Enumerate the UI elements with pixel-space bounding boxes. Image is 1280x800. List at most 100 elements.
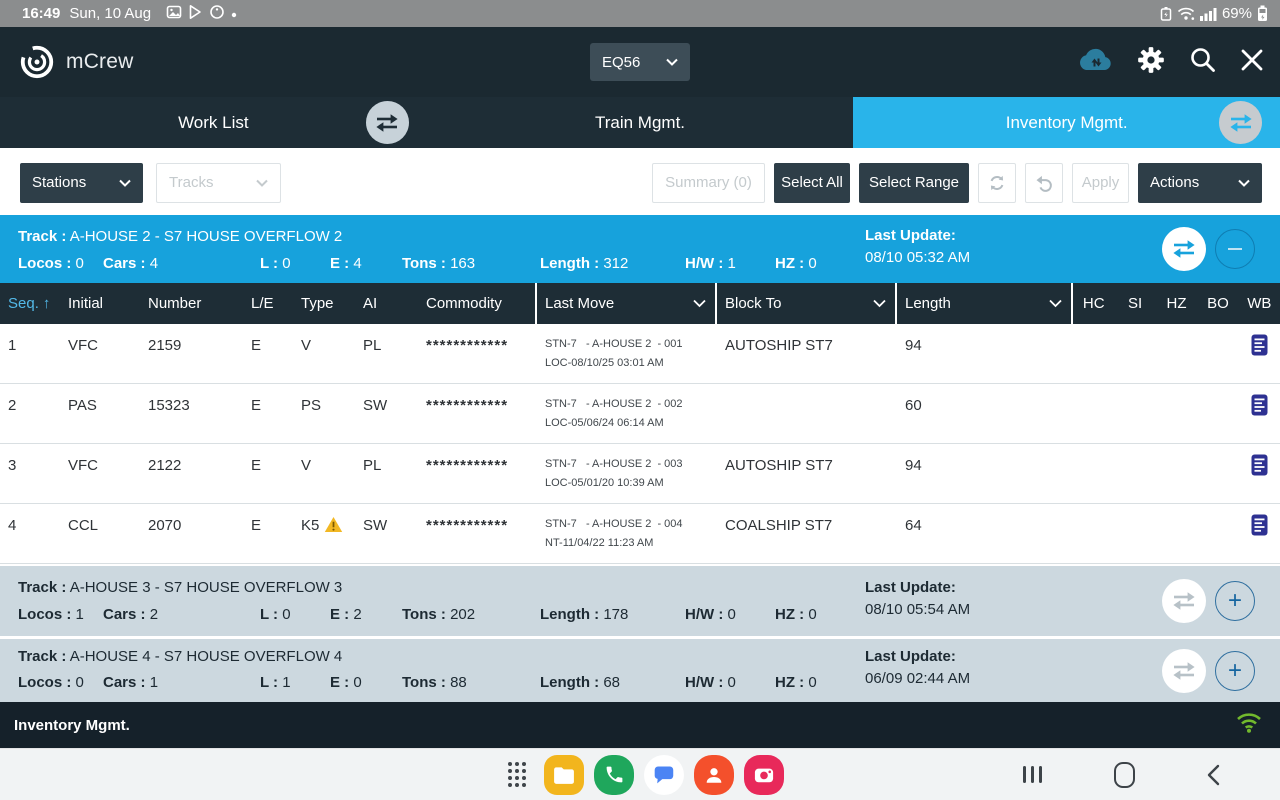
waybill-document-icon[interactable] [1251, 514, 1268, 563]
search-icon[interactable] [1189, 46, 1216, 78]
cell-number: 2070 [148, 517, 182, 534]
column-header-commodity[interactable]: Commodity [426, 295, 502, 312]
chevron-down-icon [666, 58, 678, 66]
inventory-swap-icon[interactable] [1219, 101, 1263, 144]
column-header-initial[interactable]: Initial [68, 295, 104, 312]
column-header-last-move-dropdown[interactable]: Last Move [535, 283, 715, 324]
waybill-document-icon[interactable] [1251, 454, 1268, 503]
column-header-number[interactable]: Number [148, 295, 202, 312]
last-update-label: Last Update: [865, 648, 956, 665]
phone-app-icon[interactable] [594, 754, 634, 795]
camera-app-icon[interactable] [744, 754, 784, 795]
column-header-block-to-dropdown[interactable]: Block To [715, 283, 895, 324]
back-button[interactable] [1207, 764, 1220, 786]
alarm-notification-icon [209, 4, 225, 24]
hz-value: 0 [808, 255, 817, 272]
track-label: Track : [18, 228, 67, 245]
column-header-le[interactable]: L/E [251, 295, 274, 312]
column-header-hz[interactable]: HZ [1166, 295, 1187, 312]
column-header-si[interactable]: SI [1128, 295, 1143, 312]
table-row[interactable]: 4 CCL 2070 E K5 SW ************ STN-7 - … [0, 504, 1280, 564]
android-nav-bar [0, 748, 1280, 800]
cell-last-move: STN-7 - A-HOUSE 2 - 002 LOC-05/06/24 06:1… [545, 398, 683, 429]
tons-value: 202 [450, 606, 476, 623]
apply-button[interactable]: Apply [1072, 162, 1129, 203]
tab-work-list[interactable]: Work List [0, 97, 427, 148]
table-row[interactable]: 1 VFC 2159 E V PL ************ STN-7 - A… [0, 324, 1280, 384]
cell-initial: PAS [68, 397, 97, 414]
hw-value: 1 [727, 255, 736, 272]
cell-flags [1071, 444, 1280, 503]
section-swap-button[interactable] [1162, 227, 1206, 271]
cell-length: 94 [905, 457, 922, 474]
equipment-selector-dropdown[interactable]: EQ56 [590, 43, 690, 81]
column-header-wb[interactable]: WB [1247, 295, 1272, 312]
android-status-bar: 16:49 Sun, 10 Aug 69% [0, 0, 1280, 27]
select-range-button[interactable]: Select Range [859, 162, 969, 203]
track-section-header[interactable]: Track : A-HOUSE 4 - S7 HOUSE OVERFLOW 4 … [0, 639, 1280, 702]
table-row[interactable]: 3 VFC 2122 E V PL ************ STN-7 - A… [0, 444, 1280, 504]
cell-initial: CCL [68, 517, 99, 534]
tab-inventory-mgmt[interactable]: Inventory Mgmt. [853, 97, 1280, 148]
table-row[interactable]: 2 PAS 15323 E PS SW ************ STN-7 -… [0, 384, 1280, 444]
cell-le: E [251, 517, 262, 534]
track-section-header[interactable]: Track : A-HOUSE 3 - S7 HOUSE OVERFLOW 3 … [0, 566, 1280, 636]
inventory-table-header: Seq. ↑ Initial Number L/E Type AI Commodi… [0, 283, 1280, 324]
battery-saver-icon [1160, 6, 1172, 22]
hw-value: 0 [727, 674, 736, 691]
e-value: 2 [353, 606, 362, 623]
contacts-app-icon[interactable] [694, 754, 734, 795]
status-wifi-icon [1177, 6, 1195, 21]
actions-dropdown[interactable]: Actions [1138, 162, 1262, 203]
track-label: Track : [18, 579, 67, 596]
undo-button[interactable] [1025, 162, 1063, 203]
expand-section-button[interactable]: + [1215, 581, 1255, 621]
plus-icon: + [1227, 587, 1242, 614]
track-label: Track : [18, 648, 67, 665]
cell-le: E [251, 337, 262, 354]
section-swap-button[interactable] [1162, 649, 1206, 693]
stations-dropdown[interactable]: Stations [20, 162, 143, 203]
tab-train-mgmt[interactable]: Train Mgmt. [426, 97, 854, 148]
settings-gear-icon[interactable] [1137, 46, 1165, 79]
column-header-hc[interactable]: HC [1082, 295, 1105, 312]
screenshot-notification-icon [166, 4, 182, 24]
section-swap-button[interactable] [1162, 579, 1206, 623]
chevron-down-icon [693, 299, 706, 308]
cell-ai: PL [363, 457, 382, 474]
status-battery-icon [1257, 5, 1268, 22]
column-header-bo[interactable]: BO [1207, 295, 1229, 312]
messages-app-icon[interactable] [644, 754, 684, 795]
home-button[interactable] [1114, 761, 1135, 788]
tracks-dropdown[interactable]: Tracks [156, 162, 281, 203]
cell-type: V [301, 457, 312, 474]
divider [0, 564, 1280, 567]
column-header-length-dropdown[interactable]: Length [895, 283, 1071, 324]
e-value: 4 [353, 255, 362, 272]
column-header-ai[interactable]: AI [363, 295, 378, 312]
column-header-seq[interactable]: Seq. ↑ [8, 295, 51, 312]
cell-initial: VFC [68, 457, 98, 474]
summary-button[interactable]: Summary (0) [652, 162, 765, 203]
cell-length: 94 [905, 337, 922, 354]
status-signal-icon [1199, 7, 1217, 21]
cloud-sync-icon[interactable] [1077, 47, 1113, 78]
column-header-type[interactable]: Type [301, 295, 334, 312]
work-list-swap-icon[interactable] [365, 101, 409, 144]
recents-button[interactable] [1023, 766, 1042, 783]
expand-section-button[interactable]: + [1215, 651, 1255, 691]
cell-seq: 3 [8, 457, 17, 474]
select-all-button[interactable]: Select All [774, 162, 850, 203]
files-app-icon[interactable] [544, 754, 584, 795]
refresh-button[interactable] [978, 162, 1016, 203]
tab-train-mgmt-label: Train Mgmt. [594, 112, 686, 132]
collapse-section-button[interactable] [1215, 229, 1255, 269]
waybill-document-icon[interactable] [1251, 394, 1268, 443]
last-update-value: 06/09 02:44 AM [865, 670, 971, 687]
close-icon[interactable] [1240, 48, 1264, 77]
divider [0, 636, 1280, 639]
cell-commodity: ************ [426, 397, 509, 414]
waybill-document-icon[interactable] [1251, 334, 1268, 383]
tab-work-list-label: Work List [178, 112, 249, 132]
app-drawer-icon[interactable] [508, 762, 526, 787]
